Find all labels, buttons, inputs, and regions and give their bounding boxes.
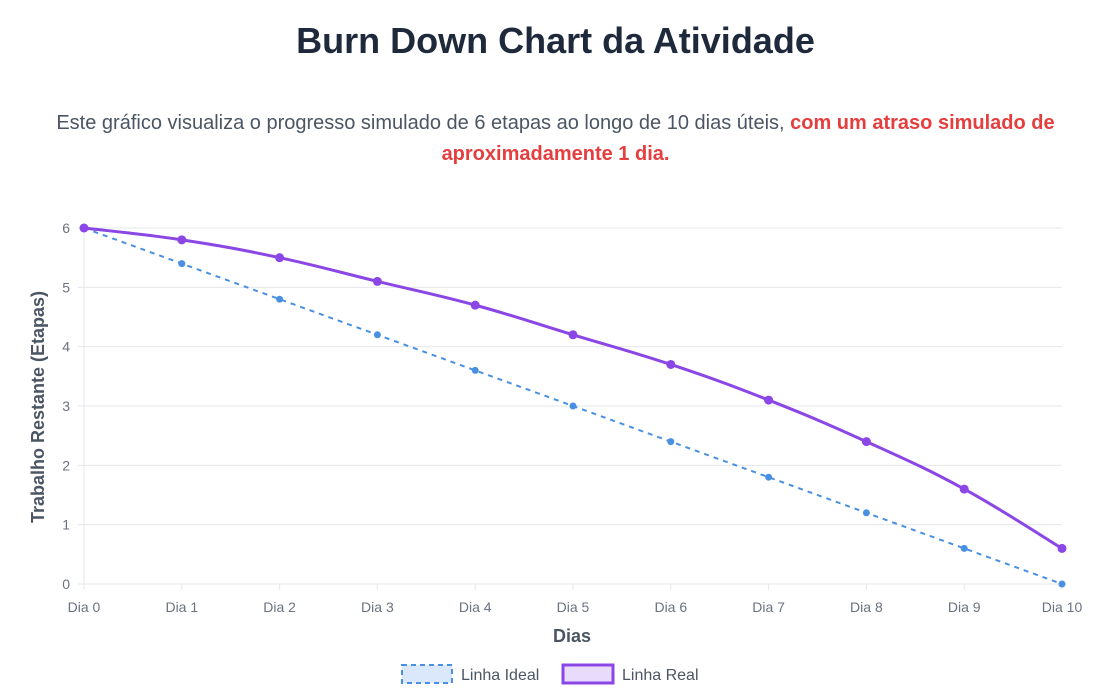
data-point-real — [470, 300, 480, 310]
description-text: Este gráfico visualiza o progresso simul… — [56, 112, 791, 134]
y-tick-label: 5 — [62, 279, 70, 295]
data-point-ideal — [1058, 580, 1066, 588]
data-point-ideal — [276, 295, 284, 303]
grid-lines — [78, 227, 1063, 590]
data-point-real — [177, 235, 187, 245]
series-line-real — [83, 226, 1063, 550]
legend-label-real: Linha Real — [622, 667, 699, 684]
x-tick-label: Dia 7 — [752, 599, 785, 615]
legend-swatch-real — [561, 663, 615, 685]
y-tick-label: 6 — [62, 220, 70, 236]
data-point-real — [275, 253, 285, 263]
data-point-ideal — [667, 438, 675, 446]
chart-description: Este gráfico visualiza o progresso simul… — [20, 108, 1091, 170]
y-axis-title: Trabalho Restante (Etapas) — [28, 291, 48, 523]
series-points — [79, 223, 1067, 588]
y-tick-label: 2 — [62, 457, 70, 473]
data-point-real — [959, 484, 969, 494]
x-tick-label: Dia 8 — [850, 599, 883, 615]
data-point-real — [79, 223, 89, 233]
y-axis-ticks: 0 1 2 3 4 5 6 — [62, 220, 70, 592]
x-tick-label: Dia 3 — [361, 599, 394, 615]
legend: Linha Ideal Linha Real — [401, 663, 699, 685]
x-axis-ticks: Dia 0 Dia 1 Dia 2 Dia 3 Dia 4 Dia 5 Dia 6 Dia 7… — [68, 599, 1083, 615]
data-point-real — [1057, 543, 1067, 553]
legend-label-ideal: Linha Ideal — [461, 667, 539, 684]
x-tick-label: Dia 1 — [165, 599, 198, 615]
data-point-ideal — [862, 509, 870, 517]
y-tick-label: 0 — [62, 576, 70, 592]
x-axis-title: Dias — [553, 626, 591, 646]
data-point-real — [666, 359, 676, 369]
x-tick-label: Dia 2 — [263, 599, 296, 615]
y-tick-label: 4 — [62, 339, 70, 355]
data-point-real — [372, 276, 382, 286]
x-tick-label: Dia 5 — [557, 599, 590, 615]
description-emphasis: com um atraso simulado de aproximadament… — [441, 112, 1055, 165]
legend-swatch-ideal — [401, 664, 453, 684]
x-tick-label: Dia 10 — [1042, 599, 1083, 615]
data-point-ideal — [569, 402, 577, 410]
x-tick-label: Dia 9 — [948, 599, 981, 615]
x-tick-label: Dia 6 — [654, 599, 687, 615]
data-point-real — [764, 395, 774, 405]
data-point-ideal — [373, 331, 381, 339]
y-tick-label: 3 — [62, 398, 70, 414]
data-point-real — [568, 330, 578, 340]
data-point-ideal — [765, 473, 773, 481]
y-tick-label: 1 — [62, 517, 70, 533]
chart-title: Burn Down Chart da Atividade — [296, 20, 815, 61]
x-tick-label: Dia 0 — [68, 599, 101, 615]
data-point-ideal — [471, 366, 479, 374]
data-point-real — [861, 437, 871, 447]
x-tick-label: Dia 4 — [459, 599, 492, 615]
data-point-ideal — [178, 260, 186, 268]
data-point-ideal — [960, 544, 968, 552]
